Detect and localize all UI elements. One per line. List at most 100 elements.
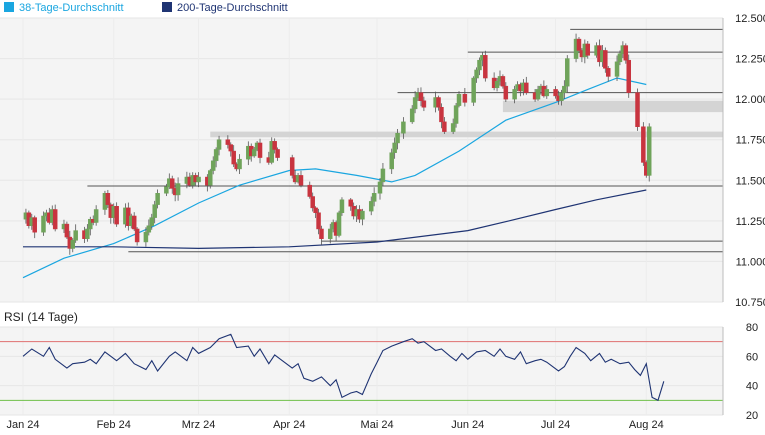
candle xyxy=(85,224,90,242)
candle xyxy=(576,37,582,54)
candle-body-down xyxy=(319,228,324,239)
candle xyxy=(535,85,541,101)
candle-body-up xyxy=(412,97,418,110)
price-plot-background xyxy=(0,18,723,302)
candle xyxy=(64,221,70,239)
candle-body-up xyxy=(269,141,274,163)
candle xyxy=(500,74,506,89)
candle-body-up xyxy=(453,105,459,124)
resistance-zone xyxy=(210,131,723,138)
rsi-tick-label: 60 xyxy=(746,351,758,363)
candle-body-down xyxy=(169,178,175,189)
candle-body-down xyxy=(462,94,468,103)
candle xyxy=(605,66,611,82)
candle xyxy=(442,117,447,134)
candle xyxy=(474,67,479,83)
x-tick-label: Jul 24 xyxy=(541,419,570,430)
candle xyxy=(421,96,427,112)
candle-body-up xyxy=(73,230,78,241)
candle-body-down xyxy=(605,68,611,77)
candle-body-down xyxy=(134,228,140,243)
x-axis: Jan 24 Feb 24 Mrz 24 Apr 24 Mai 24 Jun 24 Jul … xyxy=(6,419,664,431)
candle-body-down xyxy=(603,50,608,69)
x-tick-label: Jan 24 xyxy=(6,419,39,430)
x-tick-label: Mrz 24 xyxy=(182,419,216,430)
candle xyxy=(559,89,564,106)
candle-body-up xyxy=(175,183,181,196)
price-tick-label: 11.500 xyxy=(736,175,765,187)
rsi-line-group xyxy=(22,333,665,402)
x-tick-label: Jun 24 xyxy=(451,419,484,430)
x-tick-label: Feb 24 xyxy=(97,419,131,430)
candle xyxy=(462,87,468,107)
candle-body-up xyxy=(237,158,242,170)
candle xyxy=(225,135,231,149)
candle-body-up xyxy=(368,201,374,212)
candle-body-up xyxy=(213,149,219,162)
candle-body-down xyxy=(225,139,231,145)
rsi-panel: RSI (14 Tage) 80 60 40 20 xyxy=(0,310,758,422)
candle-body-down xyxy=(32,217,37,233)
candle xyxy=(93,205,99,226)
price-tick-label: 12.250 xyxy=(735,54,765,66)
candle-body-down xyxy=(442,121,447,132)
candle xyxy=(114,202,119,227)
legend: 38-Tage-Durchschnitt 200-Tage-Durchschni… xyxy=(4,2,288,14)
candle xyxy=(439,103,444,129)
candle xyxy=(289,154,295,179)
candle-body-up xyxy=(371,193,377,202)
candle xyxy=(257,138,263,164)
candle xyxy=(553,86,558,99)
candle xyxy=(641,122,646,166)
candle xyxy=(269,137,274,165)
x-tick-label: Aug 24 xyxy=(629,419,664,430)
candle xyxy=(418,87,424,107)
candle-body-down xyxy=(114,206,119,225)
rsi-tick-label: 40 xyxy=(746,381,758,393)
candle xyxy=(216,135,222,156)
candle-body-down xyxy=(298,175,304,186)
candle-body-up xyxy=(339,199,345,213)
candle-body-down xyxy=(503,85,509,100)
candle-body-up xyxy=(143,231,149,243)
candle xyxy=(477,57,482,76)
candle-body-up xyxy=(559,92,564,102)
candle-body-down xyxy=(272,141,277,150)
candle xyxy=(251,147,257,158)
resistance-zone xyxy=(502,100,723,113)
candle xyxy=(310,192,315,212)
candle xyxy=(456,91,462,108)
candle xyxy=(453,103,459,128)
candle xyxy=(73,224,78,243)
candle-body-up xyxy=(152,204,157,218)
rsi-tick-label: 20 xyxy=(746,410,758,422)
candle xyxy=(401,117,406,139)
candle-body-down xyxy=(418,92,424,102)
candle-body-down xyxy=(635,92,640,127)
candle-body-down xyxy=(483,55,488,79)
candle xyxy=(134,227,140,246)
x-tick-label: Apr 24 xyxy=(273,419,305,430)
candle xyxy=(32,215,37,239)
candle xyxy=(617,50,623,66)
candle-body-down xyxy=(524,82,529,93)
candle xyxy=(210,156,216,175)
candle-body-up xyxy=(41,215,46,233)
candle-body-down xyxy=(500,76,506,87)
candle xyxy=(105,189,111,208)
ma38-line xyxy=(22,77,647,279)
candle-body-down xyxy=(275,149,280,158)
candle-body-down xyxy=(52,209,58,230)
candle xyxy=(389,148,394,174)
candle-body-up xyxy=(535,89,541,100)
candle xyxy=(380,162,386,186)
candle-body-up xyxy=(392,142,397,153)
candle xyxy=(626,54,631,98)
candle-body-up xyxy=(377,181,383,194)
candle-body-up xyxy=(216,139,222,150)
candle-body-up xyxy=(450,123,456,132)
rsi-plot-background xyxy=(0,327,723,415)
candle-body-down xyxy=(576,38,582,51)
candle xyxy=(298,170,304,188)
